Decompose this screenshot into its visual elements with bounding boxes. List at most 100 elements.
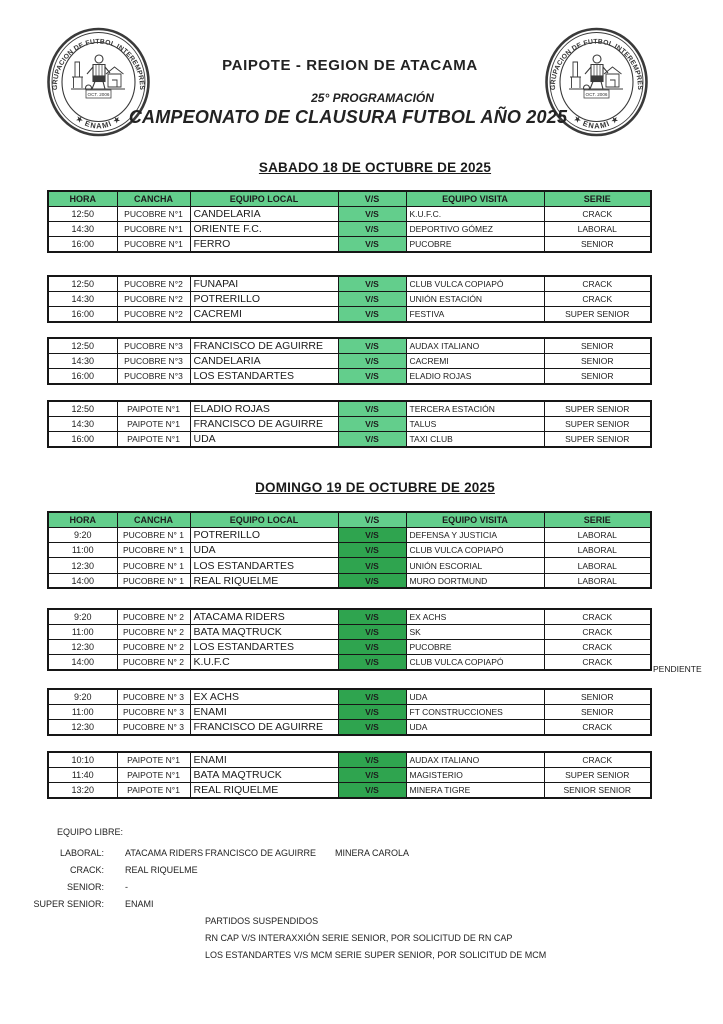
cell-vs: V/S	[337, 236, 407, 253]
cell-vs: V/S	[337, 431, 407, 448]
cell-visita: TERCERA ESTACIÓN	[405, 400, 545, 417]
equipo-libre-row: SUPER SENIOR: ENAMI	[0, 899, 723, 911]
cell-cancha: PUCOBRE N° 3	[116, 703, 191, 721]
schedule-table-sun-pucobre1: HORA CANCHA EQUIPO LOCAL V/S EQUIPO VISITA SE…	[47, 511, 652, 590]
cell-vs: V/S	[337, 400, 407, 417]
footer-notes-section: EQUIPO LIBRE: LABORAL: ATACAMA RIDERS FRAN…	[0, 827, 723, 967]
cell-local: CANDELARIA	[189, 205, 339, 223]
match-row: 14:00 PUCOBRE N° 1 REAL RIQUELME V/S MURO DO…	[47, 572, 652, 589]
pendiente-note: PENDIENTE	[653, 663, 702, 674]
cell-hora: 16:00	[47, 431, 118, 448]
match-row: 12:30 PUCOBRE N° 3 FRANCISCO DE AGUIRRE V/S…	[47, 719, 652, 736]
cell-hora: 9:20	[47, 526, 118, 544]
cell-serie: SENIOR	[543, 352, 652, 370]
badge-date-text: OCT. 2006	[88, 92, 110, 97]
cell-cancha: PUCOBRE N°2	[116, 306, 191, 323]
cell-visita: ELADIO ROJAS	[405, 368, 545, 385]
serie-label: SENIOR:	[66, 882, 104, 892]
cell-serie: LABORAL	[543, 542, 652, 559]
cell-cancha: PUCOBRE N°3	[116, 352, 191, 370]
cell-local: FRANCISCO DE AGUIRRE	[189, 415, 339, 433]
soccer-player-icon	[71, 54, 125, 92]
suspended-match-line: LOS ESTANDARTES V/S MCM SERIE SUPER SENI…	[205, 950, 547, 960]
cell-cancha: PUCOBRE N° 1	[116, 526, 191, 544]
cell-hora: 14:30	[47, 352, 118, 370]
equipo-libre-row: LABORAL: ATACAMA RIDERS FRANCISCO DE AGUIR…	[0, 848, 723, 860]
cell-hora: 11:40	[47, 766, 118, 784]
cell-serie: CRACK	[543, 719, 652, 736]
match-row: 9:20 PUCOBRE N° 3 EX ACHS V/S UDA SENIOR	[47, 688, 652, 705]
sunday-heading: DOMINGO 19 DE OCTUBRE DE 2025	[255, 480, 495, 495]
cell-hora: 9:20	[47, 608, 118, 625]
club-logo-right: AGRUPACION DE FUTBOL INTEREMPRESA ★ ENAM…	[540, 21, 650, 138]
match-row: 11:00 PUCOBRE N° 3 ENAMI V/S FT CONSTRUCCION…	[47, 703, 652, 721]
cell-vs: V/S	[337, 623, 407, 641]
cell-visita: UNIÓN ESTACIÓN	[405, 290, 545, 308]
cell-hora: 12:50	[47, 337, 118, 354]
cell-vs: V/S	[337, 337, 407, 354]
match-row: 12:50 PAIPOTE N°1 ELADIO ROJAS V/S TERCERA E…	[47, 400, 652, 417]
cell-visita: CLUB VULCA COPIAPÓ	[405, 542, 545, 559]
cell-vs: V/S	[337, 688, 407, 705]
cell-visita: TALUS	[405, 415, 545, 433]
cell-serie: SUPER SENIOR	[543, 415, 652, 433]
cell-vs: V/S	[337, 719, 407, 736]
match-row: 13:20 PAIPOTE N°1 REAL RIQUELME V/S MINERA T…	[47, 782, 652, 799]
serie-label: SUPER SENIOR:	[33, 899, 104, 909]
cell-vs: V/S	[337, 415, 407, 433]
cell-hora: 14:00	[47, 572, 118, 589]
cell-local: ORIENTE F.C.	[189, 221, 339, 238]
cell-local: LOS ESTANDARTES	[189, 557, 339, 574]
equipo-libre-row: CRACK: REAL RIQUELME	[0, 865, 723, 877]
match-row: 16:00 PUCOBRE N°1 FERRO V/S PUCOBRE SENIOR	[47, 236, 652, 253]
cell-visita: UDA	[405, 688, 545, 705]
free-team-name: REAL RIQUELME	[125, 865, 198, 875]
match-row: 12:30 PUCOBRE N° 1 LOS ESTANDARTES V/S UNIÓN…	[47, 557, 652, 574]
cell-serie: SENIOR SENIOR	[543, 782, 652, 799]
cell-visita: CLUB VULCA COPIAPÓ	[405, 654, 545, 671]
soccer-player-icon	[569, 54, 623, 92]
cell-vs: V/S	[337, 557, 407, 574]
cell-cancha: PAIPOTE N°1	[116, 766, 191, 784]
cell-serie: LABORAL	[543, 572, 652, 589]
cell-visita: SK	[405, 623, 545, 641]
schedule-table-sat-pucobre1: HORA CANCHA EQUIPO LOCAL V/S EQUIPO VISITA SE…	[47, 190, 652, 254]
cell-hora: 10:10	[47, 751, 118, 768]
cell-serie: SUPER SENIOR	[543, 431, 652, 448]
cell-hora: 12:30	[47, 639, 118, 656]
match-row: 9:20 PUCOBRE N° 1 POTRERILLO V/S DEFENSA Y J…	[47, 526, 652, 544]
match-row: 16:00 PAIPOTE N°1 UDA V/S TAXI CLUB SUPER SEN…	[47, 431, 652, 448]
column-header-serie: SERIE	[543, 511, 652, 528]
equipo-libre-title: EQUIPO LIBRE:	[57, 827, 124, 837]
cell-local: POTRERILLO	[189, 526, 339, 544]
cell-local: CACREMI	[189, 306, 339, 323]
cell-vs: V/S	[337, 542, 407, 559]
cell-local: K.U.F.C	[189, 654, 339, 671]
match-row: 12:50 PUCOBRE N°3 FRANCISCO DE AGUIRRE V/S A…	[47, 337, 652, 354]
cell-local: BATA MAQTRUCK	[189, 766, 339, 784]
match-row: 16:00 PUCOBRE N°2 CACREMI V/S FESTIVA SUPER S…	[47, 306, 652, 323]
match-row: 14:30 PAIPOTE N°1 FRANCISCO DE AGUIRRE V/S T…	[47, 415, 652, 433]
cell-hora: 12:50	[47, 400, 118, 417]
cell-hora: 16:00	[47, 368, 118, 385]
match-row: 12:30 PUCOBRE N° 2 LOS ESTANDARTES V/S PUCOB…	[47, 639, 652, 656]
cell-serie: SENIOR	[543, 368, 652, 385]
cell-serie: SENIOR	[543, 236, 652, 253]
free-team-name: -	[125, 882, 128, 892]
match-row: 11:00 PUCOBRE N° 2 BATA MAQTRUCK V/S SK CRACK	[47, 623, 652, 641]
cell-serie: LABORAL	[543, 221, 652, 238]
match-row: 16:00 PUCOBRE N°3 LOS ESTANDARTES V/S ELADIO…	[47, 368, 652, 385]
cell-serie: LABORAL	[543, 526, 652, 544]
column-header-equipolocal: EQUIPO LOCAL	[189, 511, 339, 528]
club-badge-graphic: AGRUPACION DE FUTBOL INTEREMPRESA ★ ENAM…	[42, 21, 150, 137]
cell-hora: 16:00	[47, 306, 118, 323]
column-header-cancha: CANCHA	[116, 190, 191, 207]
cell-vs: V/S	[337, 275, 407, 292]
column-header-equipovisita: EQUIPO VISITA	[405, 190, 545, 207]
cell-visita: UDA	[405, 719, 545, 736]
serie-label: LABORAL:	[59, 848, 104, 858]
cell-serie: CRACK	[543, 639, 652, 656]
cell-vs: V/S	[337, 782, 407, 799]
cell-serie: SUPER SENIOR	[543, 306, 652, 323]
